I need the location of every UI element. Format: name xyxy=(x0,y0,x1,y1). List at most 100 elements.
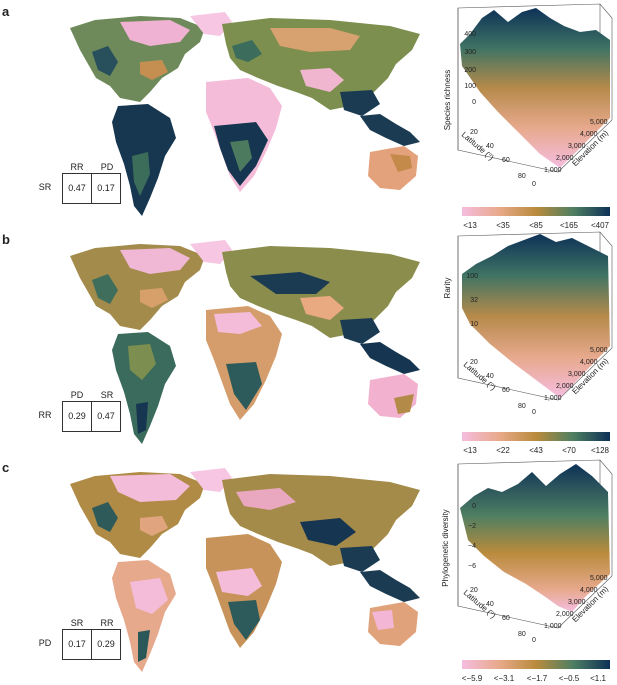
z-tick: 32 xyxy=(470,297,478,304)
continent-africa xyxy=(206,534,282,648)
legend-color-bar xyxy=(462,207,610,216)
legend-label: <43 xyxy=(529,446,543,455)
lat-tick: 40 xyxy=(486,143,494,150)
lat-tick: 40 xyxy=(486,373,494,380)
corr-row-label: RR xyxy=(38,410,52,420)
correlation-table: SR RR PD 0.17 0.29 xyxy=(30,604,130,664)
elev-tick: 2,000 xyxy=(556,155,574,162)
elev-tick: 3,000 xyxy=(568,143,586,150)
legend-label: <128 xyxy=(590,446,610,455)
legend-label: <13 xyxy=(463,446,477,455)
corr-cell: 0.17 xyxy=(62,629,92,660)
corr-row-label: SR xyxy=(38,182,52,192)
panel-letter: b xyxy=(2,232,10,247)
panel-species-richness: a xyxy=(0,0,617,231)
legend-label: <70 xyxy=(562,446,576,455)
continent-europe-asia xyxy=(222,246,420,344)
continent-europe-asia xyxy=(222,474,420,572)
continent-south-america xyxy=(112,104,176,216)
elev-tick: 3,000 xyxy=(568,599,586,606)
lat-tick: 80 xyxy=(518,403,526,410)
lat-tick: 20 xyxy=(470,129,478,136)
color-legend: <13 <22 <43 <70 <128 xyxy=(462,432,610,456)
corr-col-label: RR xyxy=(70,162,84,172)
z-tick: 0 xyxy=(472,503,476,510)
z-tick: −4 xyxy=(468,543,476,550)
legend-label: <−0.5 xyxy=(558,674,580,683)
continent-greenland xyxy=(190,12,232,36)
panel-letter: a xyxy=(2,4,10,19)
corr-col-label: SR xyxy=(100,390,114,400)
continent-africa xyxy=(206,78,282,192)
continent-australia xyxy=(368,602,418,646)
continent-greenland xyxy=(190,468,232,492)
world-map-phylogenetic-diversity xyxy=(70,468,420,672)
continent-north-america xyxy=(70,244,205,330)
elev-tick: 1,000 xyxy=(544,395,562,402)
continent-africa xyxy=(206,306,282,420)
color-legend: <13 <35 <85 <165 <407 xyxy=(462,207,610,231)
z-tick: 0 xyxy=(472,99,476,106)
continent-australia xyxy=(368,146,418,190)
elev-tick: 4,000 xyxy=(580,131,598,138)
elev-tick: 4,000 xyxy=(580,587,598,594)
corr-cell: 0.47 xyxy=(91,401,121,432)
surface-plot-species-richness: Species richness 400 300 200 100 0 Latit… xyxy=(443,3,613,188)
lat-tick: 80 xyxy=(518,631,526,638)
z-tick: 400 xyxy=(464,31,476,38)
legend-label: <13 xyxy=(463,221,477,230)
legend-label: <−3.1 xyxy=(493,674,515,683)
z-axis-label: Rarity xyxy=(443,278,452,299)
correlation-table: PD SR RR 0.29 0.47 xyxy=(30,376,130,436)
lat-tick: 60 xyxy=(502,157,510,164)
continent-southeast-asia xyxy=(360,114,420,146)
elev-tick: 0 xyxy=(532,409,536,416)
z-axis-label: Phylogenetic diversity xyxy=(441,509,450,586)
surface-mesh xyxy=(462,234,610,398)
legend-color-bar xyxy=(462,432,610,441)
elev-tick: 3,000 xyxy=(568,371,586,378)
lat-tick: 60 xyxy=(502,615,510,622)
continent-north-america xyxy=(70,472,205,558)
z-tick: 100 xyxy=(466,273,478,280)
z-tick: −6 xyxy=(468,563,476,570)
corr-cell: 0.47 xyxy=(62,173,92,204)
corr-col-label: RR xyxy=(100,618,114,628)
elev-tick: 0 xyxy=(532,181,536,188)
continent-europe-asia xyxy=(222,18,420,116)
z-tick: −2 xyxy=(468,523,476,530)
legend-label: <85 xyxy=(529,221,543,230)
legend-label: <−1.7 xyxy=(526,674,548,683)
elev-tick: 2,000 xyxy=(556,611,574,618)
surface-mesh xyxy=(460,464,610,612)
continent-australia xyxy=(368,374,418,418)
z-tick: 200 xyxy=(464,67,476,74)
elev-tick: 2,000 xyxy=(556,383,574,390)
panel-phylogenetic-diversity: c xyxy=(0,456,617,684)
surface-mesh xyxy=(460,8,610,168)
surface-plot-phylogenetic-diversity: Phylogenetic diversity 0 −2 −4 −6 Latitu… xyxy=(441,459,613,644)
lat-tick: 20 xyxy=(470,359,478,366)
surface-plot-rarity: Rarity 100 32 10 Latitude (°) 20 40 60 8… xyxy=(443,231,613,416)
color-legend: <−5.9 <−3.1 <−1.7 <−0.5 <1.1 xyxy=(462,660,610,684)
legend-label: <1.1 xyxy=(590,674,606,683)
continent-north-america xyxy=(70,16,205,102)
legend-label: <−5.9 xyxy=(461,674,483,683)
elev-tick: 1,000 xyxy=(544,167,562,174)
corr-cell: 0.29 xyxy=(91,629,121,660)
world-map-rarity xyxy=(70,240,420,444)
elev-tick: 5,000 xyxy=(590,347,608,354)
legend-label: <35 xyxy=(496,221,510,230)
panel-letter: c xyxy=(2,460,10,475)
z-tick: 300 xyxy=(464,49,476,56)
elev-tick: 4,000 xyxy=(580,359,598,366)
continent-south-america xyxy=(112,332,176,444)
corr-col-label: PD xyxy=(100,162,114,172)
legend-color-bar xyxy=(462,660,610,669)
lat-tick: 80 xyxy=(518,173,526,180)
legend-label: <407 xyxy=(590,221,610,230)
elev-tick: 5,000 xyxy=(590,119,608,126)
legend-label: <165 xyxy=(559,221,579,230)
panel-rarity: b xyxy=(0,228,617,456)
elev-tick: 5,000 xyxy=(590,575,608,582)
